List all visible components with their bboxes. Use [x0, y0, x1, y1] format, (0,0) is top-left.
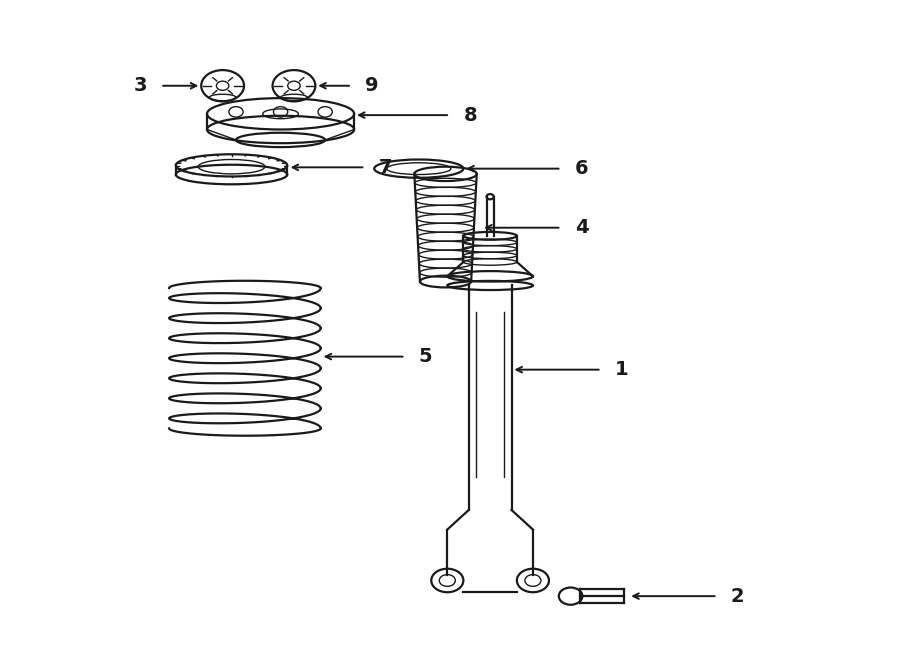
Text: 8: 8: [464, 106, 477, 125]
Text: 3: 3: [133, 76, 147, 95]
Text: 1: 1: [615, 360, 628, 379]
Text: 6: 6: [575, 159, 589, 178]
Text: 5: 5: [418, 347, 432, 366]
Text: 7: 7: [379, 158, 392, 177]
Text: 4: 4: [575, 218, 589, 237]
Text: 9: 9: [365, 76, 379, 95]
Text: 2: 2: [731, 586, 744, 605]
